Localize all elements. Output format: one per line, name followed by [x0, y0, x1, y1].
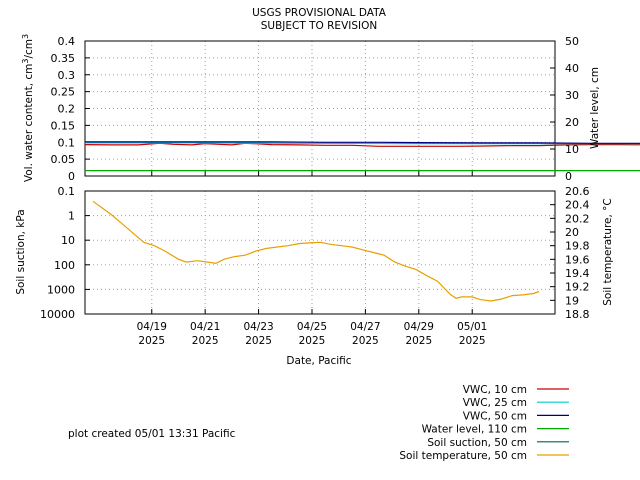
top-y2-tick-label: 30 — [565, 89, 579, 102]
bottom-y2-axis-label: Soil temperature, °C — [602, 198, 614, 306]
bottom-y-tick-label: 1000 — [47, 283, 75, 296]
bottom-y2-tick-label: 18.8 — [565, 308, 590, 321]
x-tick-label-date: 04/19 — [137, 321, 167, 333]
header-line1: USGS PROVISIONAL DATA — [252, 7, 387, 19]
bottom-plot-frame — [84, 190, 556, 315]
series-soil-temperature-50-cm — [92, 200, 540, 302]
top-y2-tick-label: 40 — [565, 62, 579, 75]
top-y-tick-label: 0.05 — [51, 153, 76, 166]
top-y-axis-label: Vol. water content, cm3/cm3 — [21, 34, 35, 182]
x-tick-label-date: 04/23 — [243, 321, 273, 333]
x-tick-label-year: 2025 — [245, 335, 272, 347]
bottom-y2-tick-label: 19.6 — [565, 253, 590, 266]
bottom-y2-tick-label: 20.2 — [565, 212, 590, 225]
legend-label: VWC, 25 cm — [463, 397, 527, 409]
top-y-tick-label: 0.4 — [58, 35, 76, 48]
x-tick-label-year: 2025 — [299, 335, 326, 347]
legend-label: Soil temperature, 50 cm — [399, 450, 527, 462]
top-y-tick-label: 0.1 — [58, 136, 76, 149]
top-plot-frame — [84, 40, 556, 177]
top-y-tick-label: 0 — [68, 170, 75, 183]
bottom-y2-tick-label: 20.4 — [565, 199, 590, 212]
bottom-y2-tick-label: 20.6 — [565, 185, 590, 198]
bottom-y2-tick-label: 20 — [565, 226, 579, 239]
legend-label: VWC, 50 cm — [463, 410, 527, 422]
bottom-y-tick-label: 1 — [68, 210, 75, 223]
top-y-tick-label: 0.25 — [51, 86, 76, 99]
series-vwc-50-cm — [85, 141, 640, 144]
legend-label: Water level, 110 cm — [422, 424, 527, 436]
bottom-y-tick-label: 10000 — [40, 308, 75, 321]
top-y2-tick-label: 50 — [565, 35, 579, 48]
bottom-y-axis-label: Soil suction, kPa — [15, 209, 27, 294]
bottom-y2-tick-label: 19.8 — [565, 240, 590, 253]
top-y-tick-label: 0.35 — [51, 52, 76, 65]
x-tick-label-year: 2025 — [138, 335, 165, 347]
x-tick-label-date: 05/01 — [457, 321, 487, 333]
top-y2-tick-label: 10 — [565, 143, 579, 156]
bottom-y2-tick-label: 19 — [565, 294, 579, 307]
top-panel: 0 0.05 0.1 0.15 0.2 0.25 0.3 0.35 0.4 0 10 20 30 40 50 — [51, 35, 640, 183]
legend-label: VWC, 10 cm — [463, 384, 527, 396]
bottom-y-tick-label: 10 — [61, 234, 75, 247]
top-y-tick-label: 0.3 — [58, 69, 76, 82]
top-y2-tick-label: 20 — [565, 116, 579, 129]
plot-created-note: plot created 05/01 13:31 Pacific — [68, 428, 236, 440]
bottom-y-tick-label: 100 — [54, 259, 75, 272]
x-tick-label-year: 2025 — [352, 335, 379, 347]
x-tick-label-year: 2025 — [459, 335, 486, 347]
x-tick-label-date: 04/29 — [404, 321, 434, 333]
top-y-tick-label: 0.15 — [51, 119, 76, 132]
bottom-y-tick-label: 0.1 — [58, 185, 76, 198]
x-axis-label: Date, Pacific — [286, 355, 351, 367]
legend-label: Soil suction, 50 cm — [427, 437, 527, 449]
header-line2: SUBJECT TO REVISION — [261, 20, 377, 32]
top-y-tick-label: 0.2 — [58, 103, 76, 116]
bottom-y2-tick-label: 19.4 — [565, 267, 590, 280]
x-tick-label-date: 04/27 — [350, 321, 380, 333]
x-tick-label-year: 2025 — [405, 335, 432, 347]
top-y2-axis-label: Water level, cm — [589, 67, 601, 149]
x-tick-label-date: 04/21 — [190, 321, 220, 333]
bottom-y2-tick-label: 19.2 — [565, 281, 590, 294]
x-tick-label-year: 2025 — [192, 335, 219, 347]
top-y2-tick-label: 0 — [565, 170, 572, 183]
series-vwc-10-cm — [84, 142, 640, 147]
x-tick-label-date: 04/25 — [297, 321, 327, 333]
bottom-panel: 0.1 1 10 100 1000 10000 18.81919.219.419.619.8… — [40, 185, 590, 347]
